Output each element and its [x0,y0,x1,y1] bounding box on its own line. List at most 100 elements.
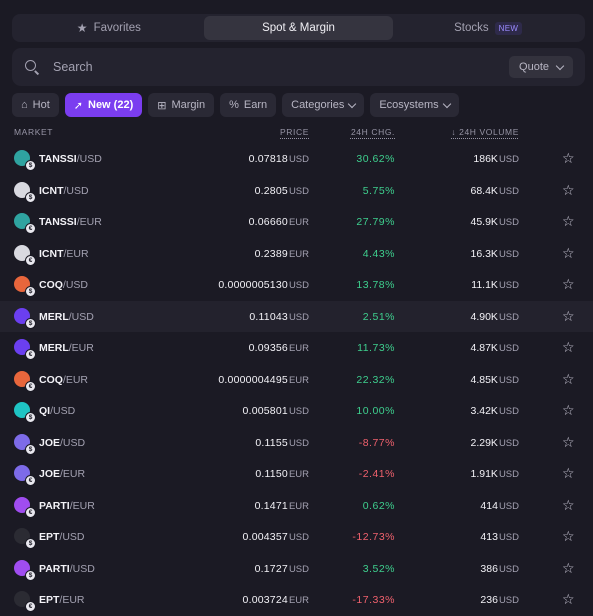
favorite-star-icon[interactable]: ☆ [562,528,575,544]
tab-stocks[interactable]: Stocks NEW [393,16,583,40]
column-price[interactable]: PRICE [280,127,309,137]
market-tabs: ★ Favorites Spot & Margin Stocks NEW [12,14,585,42]
quote-currency-icon: $ [25,286,36,297]
favorite-star-icon[interactable]: ☆ [562,181,575,198]
quote-symbol: /EUR [76,216,102,228]
tab-favorites[interactable]: ★ Favorites [14,16,204,40]
volume-value: 45.9K [470,216,498,228]
favorite-star-icon[interactable]: ☆ [562,402,575,418]
volume-cell: 2.29KUSD [470,437,519,449]
quote-currency-icon: € [25,601,36,612]
table-row[interactable]: $ JOE/USD 0.1155USD -8.77% 2.29KUSD ☆ [0,427,593,459]
volume-currency: USD [498,311,519,323]
price-currency: USD [288,406,309,417]
market-pair: EPT/EUR [39,594,85,606]
search-input[interactable] [51,59,510,75]
table-row[interactable]: $ QI/USD 0.005801USD 10.00% 3.42KUSD ☆ [0,395,593,427]
quote-symbol: /EUR [62,373,89,386]
quote-symbol: /EUR [60,468,86,480]
volume-cell: 4.90KUSD [470,311,519,323]
filter-label: Hot [32,99,50,111]
change-cell: -12.73% [352,531,395,543]
volume-currency: USD [498,595,519,606]
volume-currency: USD [498,500,519,512]
table-row[interactable]: € COQ/EUR 0.0000004495EUR 22.32% 4.85KUS… [0,364,593,396]
favorite-star-icon[interactable]: ☆ [562,339,575,355]
tab-spot-margin[interactable]: Spot & Margin [203,16,394,40]
market-pair: PARTI/EUR [39,500,95,512]
favorite-star-icon[interactable]: ☆ [562,591,575,607]
favorite-star-icon[interactable]: ☆ [562,276,575,292]
filter-label: New (22) [88,99,134,111]
favorite-star-icon[interactable]: ☆ [562,213,575,229]
price-value: 0.0000004495 [218,373,288,386]
favorite-star-icon[interactable]: ☆ [562,496,575,513]
favorite-star-icon[interactable]: ☆ [562,244,575,261]
volume-cell: 4.85KUSD [470,374,519,386]
change-cell: 2.51% [362,310,395,323]
rocket-icon: ➚ [73,99,83,112]
chevron-down-icon [348,99,357,108]
table-row[interactable]: $ COQ/USD 0.0000005130USD 13.78% 11.1KUS… [0,269,593,301]
volume-currency: USD [498,185,519,197]
filter-label: Ecosystems [379,99,439,111]
filter-label: Categories [291,99,345,111]
table-row[interactable]: € PARTI/EUR 0.1471EUR 0.62% 414USD ☆ [0,490,593,522]
volume-value: 16.3K [470,247,498,260]
table-row[interactable]: $ TANSSI/USD 0.07818USD 30.62% 186KUSD ☆ [0,143,593,175]
filter-new[interactable]: ➚ New (22) [64,93,143,117]
table-row[interactable]: € TANSSI/EUR 0.06660EUR 27.79% 45.9KUSD … [0,206,593,238]
price-value: 0.005801 [242,405,288,417]
change-cell: -2.41% [358,468,395,480]
favorite-star-icon[interactable]: ☆ [562,559,575,576]
filter-categories[interactable]: Categories [282,93,365,117]
volume-cell: 4.87KUSD [470,342,519,354]
quote-dropdown[interactable]: Quote [509,56,573,78]
price-value: 0.09356 [248,342,288,354]
volume-currency: USD [498,217,519,228]
column-change[interactable]: 24H CHG. [350,127,395,137]
price-currency: EUR [288,500,309,512]
favorite-star-icon[interactable]: ☆ [562,307,575,324]
volume-cell: 68.4KUSD [470,185,519,197]
price-cell: 0.2805USD [255,185,309,197]
price-cell: 0.2389EUR [255,248,309,260]
base-symbol: PARTI [39,562,70,575]
volume-cell: 45.9KUSD [470,216,519,228]
table-row[interactable]: $ MERL/USD 0.11043USD 2.51% 4.90KUSD ☆ [0,300,593,332]
quote-currency-icon: $ [25,160,36,171]
base-symbol: EPT [39,594,60,606]
market-pair: MERL/EUR [39,342,94,354]
favorite-star-icon[interactable]: ☆ [562,465,575,481]
favorite-star-icon[interactable]: ☆ [562,150,575,166]
filter-ecosystems[interactable]: Ecosystems [370,93,459,117]
table-row[interactable]: € JOE/EUR 0.1150EUR -2.41% 1.91KUSD ☆ [0,458,593,490]
price-cell: 0.11043USD [249,311,309,323]
table-row[interactable]: € ICNT/EUR 0.2389EUR 4.43% 16.3KUSD ☆ [0,238,593,270]
volume-value: 186K [473,153,498,165]
change-cell: 27.79% [356,216,395,228]
quote-symbol: /USD [69,562,95,575]
favorite-star-icon[interactable]: ☆ [562,433,575,450]
base-symbol: COQ [39,373,63,386]
table-row[interactable]: $ EPT/USD 0.004357USD -12.73% 413USD ☆ [0,521,593,553]
volume-currency: USD [498,469,519,480]
price-currency: EUR [288,595,309,606]
table-row[interactable]: $ PARTI/USD 0.1727USD 3.52% 386USD ☆ [0,553,593,585]
filter-earn[interactable]: % Earn [220,93,277,117]
quote-symbol: /USD [60,436,86,449]
quote-currency-icon: $ [25,317,36,329]
filter-hot[interactable]: ⌂ Hot [12,93,59,117]
column-volume[interactable]: ↓ 24H VOLUME [451,127,519,137]
price-currency: EUR [288,248,309,260]
price-cell: 0.0000004495EUR [218,374,309,386]
table-row[interactable]: $ ICNT/USD 0.2805USD 5.75% 68.4KUSD ☆ [0,175,593,207]
market-table: $ TANSSI/USD 0.07818USD 30.62% 186KUSD ☆… [0,143,593,616]
price-value: 0.06660 [248,216,288,228]
favorite-star-icon[interactable]: ☆ [562,370,575,387]
price-value: 0.1155 [255,436,288,449]
base-symbol: ICNT [39,247,64,260]
table-row[interactable]: € MERL/EUR 0.09356EUR 11.73% 4.87KUSD ☆ [0,332,593,364]
filter-margin[interactable]: ⊞ Margin [148,93,215,117]
tab-label: Spot & Margin [262,22,335,34]
